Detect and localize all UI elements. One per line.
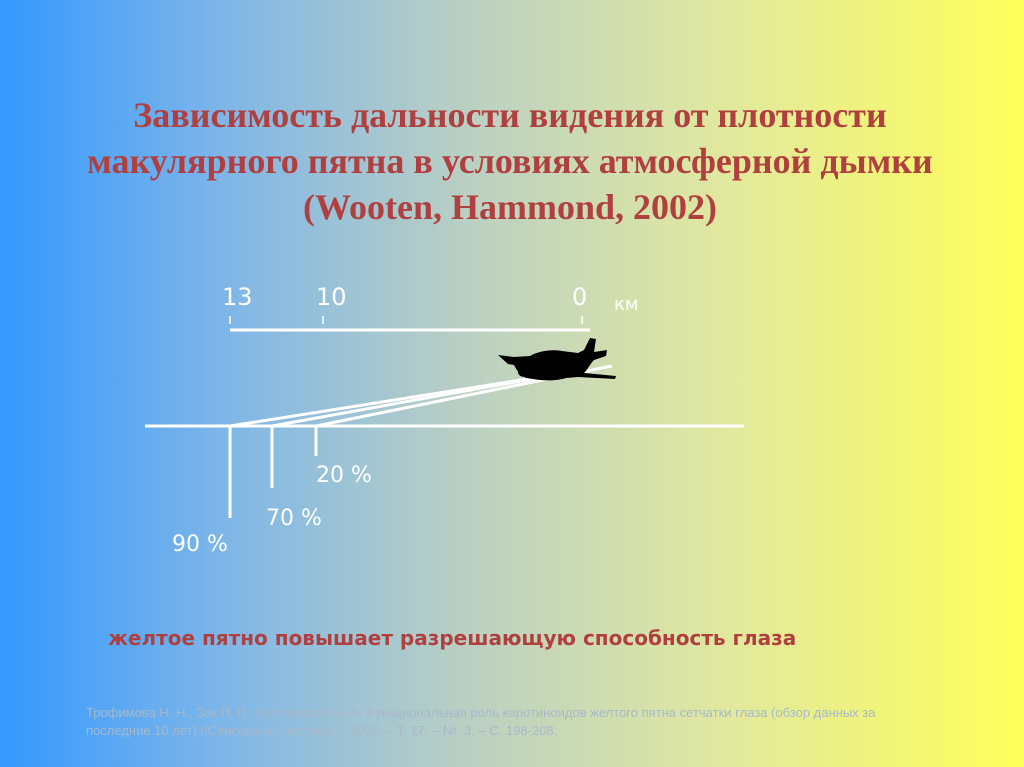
scale-unit: км bbox=[614, 294, 639, 315]
title-citation: (Wooten, Hammond, 2002) bbox=[303, 187, 717, 227]
slide-title: Зависимость дальности видения от плотнос… bbox=[60, 92, 960, 230]
sight-line-90 bbox=[229, 375, 541, 428]
scale-label-13: 13 bbox=[222, 283, 253, 311]
airplane-icon bbox=[498, 338, 616, 381]
title-main: Зависимость дальности видения от плотнос… bbox=[87, 95, 933, 181]
sight-line-70 bbox=[271, 371, 566, 428]
scale-label-0: 0 bbox=[572, 283, 588, 311]
conclusion-text: желтое пятно повышает разрешающую способ… bbox=[108, 626, 797, 650]
reference-text: Трофимова Н. Н., Зак П. П., Островский М… bbox=[86, 705, 876, 738]
scale-label-10: 10 bbox=[316, 283, 347, 311]
density-label-90: 90 % bbox=[172, 532, 228, 557]
density-label-70: 70 % bbox=[266, 506, 322, 531]
density-label-20: 20 % bbox=[316, 463, 372, 488]
